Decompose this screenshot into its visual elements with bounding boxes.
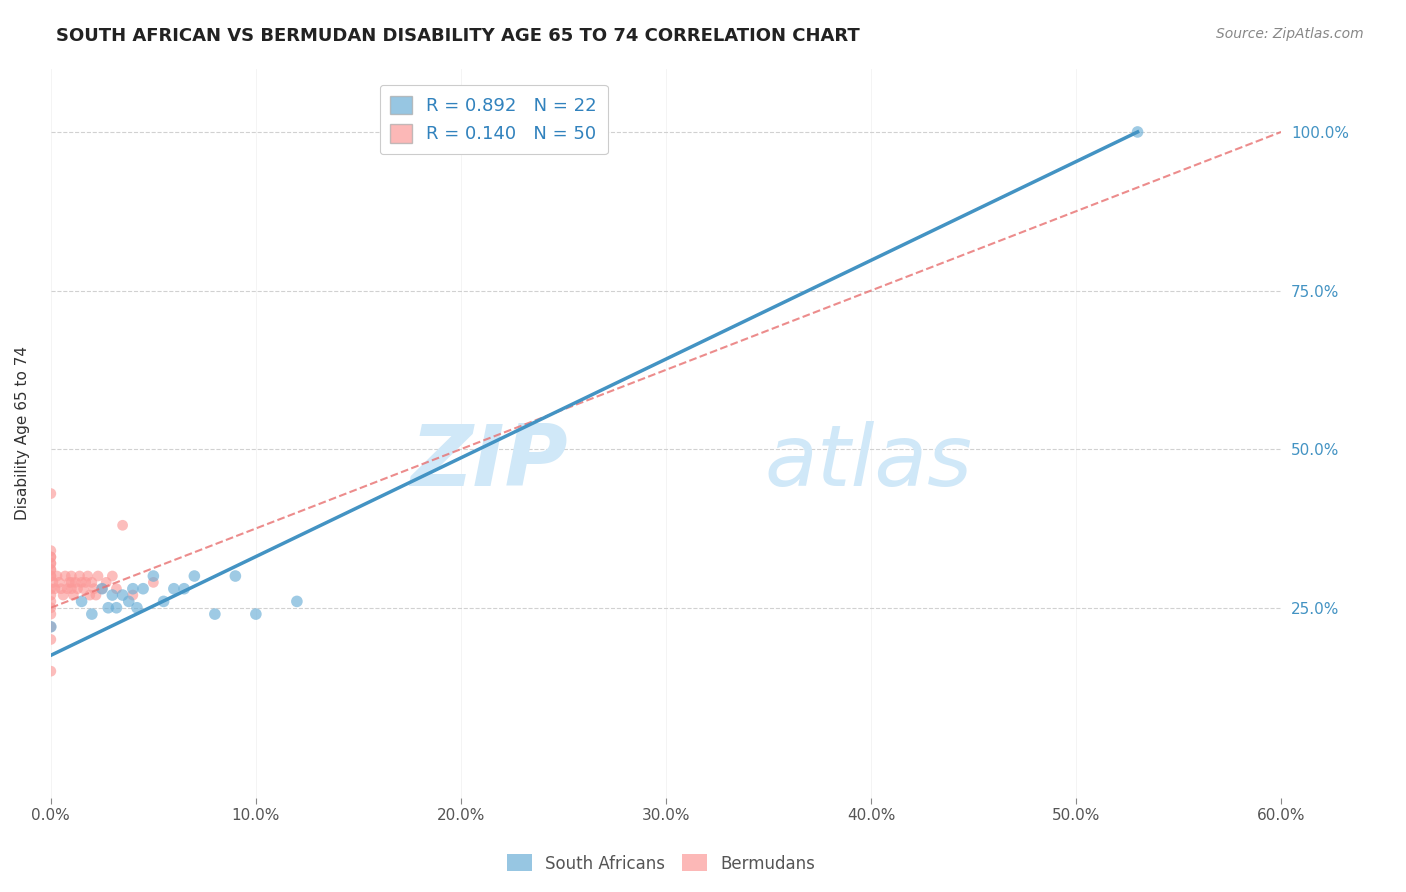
Point <box>39 588 62 602</box>
Point <box>101 569 124 583</box>
Point <box>224 569 246 583</box>
Point <box>91 582 114 596</box>
Point <box>101 588 124 602</box>
Point <box>105 582 128 596</box>
Point <box>39 569 62 583</box>
Point <box>1126 125 1149 139</box>
Point <box>39 557 62 571</box>
Point <box>91 582 114 596</box>
Point <box>39 600 62 615</box>
Point <box>84 588 107 602</box>
Point <box>65 575 87 590</box>
Point <box>39 557 62 571</box>
Point <box>39 543 62 558</box>
Point <box>152 594 174 608</box>
Point <box>44 582 66 596</box>
Point <box>62 588 84 602</box>
Point <box>142 569 165 583</box>
Point <box>66 582 89 596</box>
Legend: R = 0.892   N = 22, R = 0.140   N = 50: R = 0.892 N = 22, R = 0.140 N = 50 <box>380 85 607 154</box>
Point <box>39 486 62 500</box>
Point <box>111 588 134 602</box>
Point <box>83 582 105 596</box>
Point <box>285 594 308 608</box>
Point <box>105 600 128 615</box>
Point <box>142 575 165 590</box>
Point <box>39 607 62 621</box>
Point <box>69 569 91 583</box>
Point <box>183 569 205 583</box>
Point <box>39 549 62 564</box>
Point <box>72 582 94 596</box>
Point <box>132 582 155 596</box>
Point <box>60 582 83 596</box>
Point <box>87 569 110 583</box>
Point <box>53 569 76 583</box>
Point <box>80 607 103 621</box>
Text: SOUTH AFRICAN VS BERMUDAN DISABILITY AGE 65 TO 74 CORRELATION CHART: SOUTH AFRICAN VS BERMUDAN DISABILITY AGE… <box>56 27 860 45</box>
Point <box>245 607 267 621</box>
Point <box>42 575 65 590</box>
Point <box>39 569 62 583</box>
Point <box>60 575 83 590</box>
Point <box>79 588 101 602</box>
Point <box>60 569 83 583</box>
Point <box>49 582 72 596</box>
Y-axis label: Disability Age 65 to 74: Disability Age 65 to 74 <box>15 346 30 520</box>
Text: atlas: atlas <box>765 421 973 504</box>
Point <box>121 582 143 596</box>
Point <box>118 594 141 608</box>
Point <box>70 594 93 608</box>
Point <box>125 600 148 615</box>
Point <box>39 563 62 577</box>
Point <box>76 569 98 583</box>
Point <box>39 549 62 564</box>
Point <box>39 620 62 634</box>
Point <box>39 563 62 577</box>
Point <box>39 594 62 608</box>
Point <box>39 632 62 647</box>
Point <box>80 575 103 590</box>
Legend: South Africans, Bermudans: South Africans, Bermudans <box>501 847 821 880</box>
Point <box>173 582 195 596</box>
Point <box>97 600 120 615</box>
Point <box>121 588 143 602</box>
Point <box>39 664 62 678</box>
Point <box>111 518 134 533</box>
Point <box>39 620 62 634</box>
Point <box>58 575 80 590</box>
Point <box>52 588 75 602</box>
Point <box>96 575 118 590</box>
Point <box>204 607 226 621</box>
Text: Source: ZipAtlas.com: Source: ZipAtlas.com <box>1216 27 1364 41</box>
Text: ZIP: ZIP <box>411 421 568 504</box>
Point <box>56 582 79 596</box>
Point <box>163 582 186 596</box>
Point <box>46 569 69 583</box>
Point <box>75 575 97 590</box>
Point <box>48 575 70 590</box>
Point <box>39 582 62 596</box>
Point <box>70 575 93 590</box>
